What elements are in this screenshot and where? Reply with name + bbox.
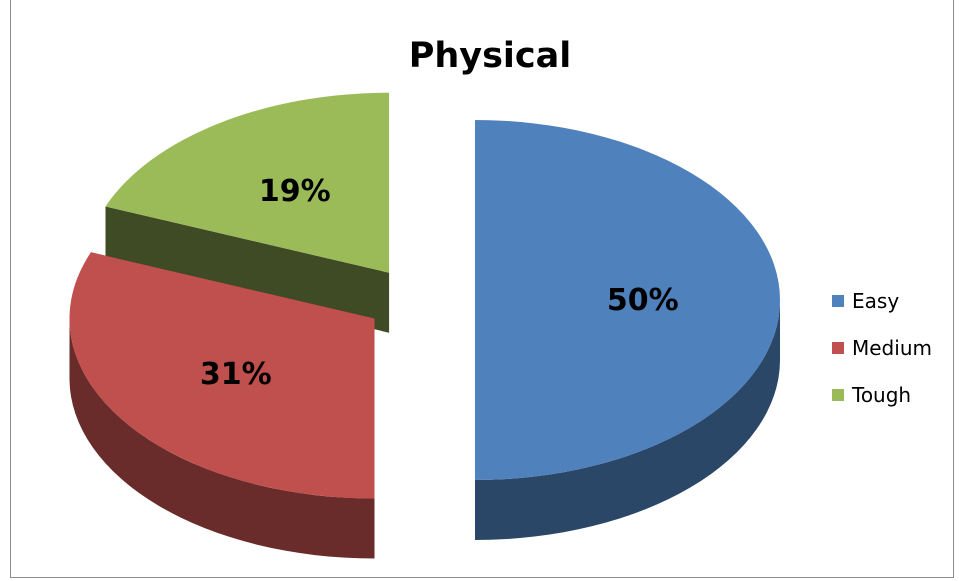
data-label-medium: 31% <box>200 357 272 392</box>
legend-item-medium: Medium <box>832 324 932 371</box>
legend-swatch-tough <box>832 388 844 401</box>
chart-title: Physical <box>408 36 572 76</box>
legend-item-tough: Tough <box>832 371 932 418</box>
slice-medium-side <box>69 318 375 559</box>
slice-tough-wall <box>105 206 390 333</box>
legend: Easy Medium Tough <box>832 277 932 418</box>
slice-medium: 31% <box>69 252 375 559</box>
slice-tough: 19% <box>105 92 390 333</box>
data-label-tough: 19% <box>259 174 331 209</box>
legend-item-easy: Easy <box>832 277 932 324</box>
legend-label-medium: Medium <box>852 335 932 360</box>
legend-label-easy: Easy <box>852 288 900 313</box>
legend-swatch-easy <box>832 294 844 307</box>
legend-label-tough: Tough <box>852 382 912 407</box>
slice-tough-top <box>105 92 390 273</box>
data-label-easy: 50% <box>607 283 679 318</box>
slice-easy: 50% <box>475 120 780 540</box>
slice-easy-top <box>475 120 780 480</box>
slice-easy-side <box>475 300 780 540</box>
legend-swatch-medium <box>832 341 844 354</box>
slice-medium-top <box>69 252 375 499</box>
